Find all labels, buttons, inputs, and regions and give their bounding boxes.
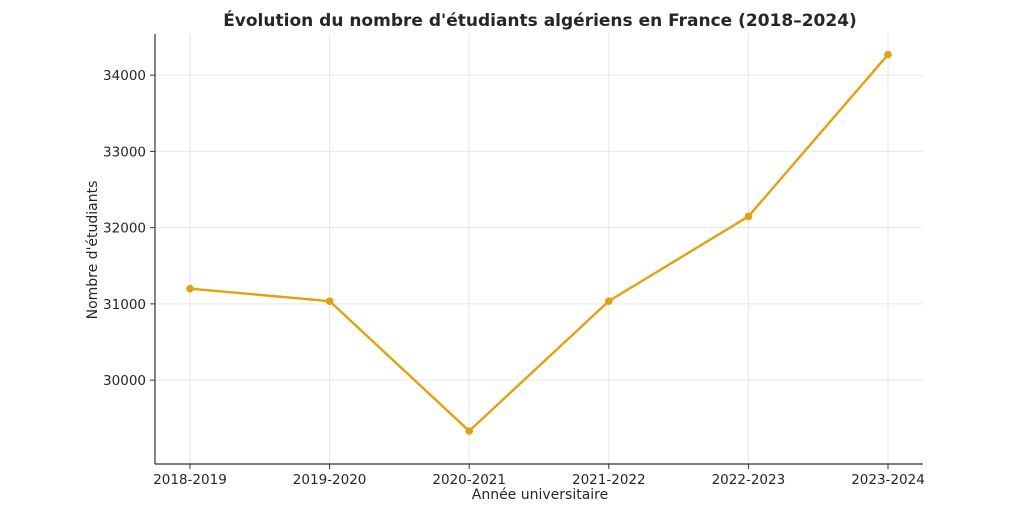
y-tick-label: 31000 <box>103 297 146 313</box>
grid-layer <box>155 34 923 464</box>
series-layer <box>186 50 892 435</box>
data-point <box>884 50 892 59</box>
x-tick-label: 2020-2021 <box>432 472 506 488</box>
axes-layer: 30000 31000 32000 33000 34000 2018-2019 2019-2… <box>103 34 925 488</box>
data-point <box>465 427 474 435</box>
data-point <box>605 297 613 305</box>
x-tick-label: 2023-2024 <box>851 472 925 488</box>
y-tick-label: 33000 <box>103 144 146 160</box>
x-tick-label: 2018-2019 <box>153 472 227 488</box>
y-axis-label: Nombre d'étudiants <box>85 181 101 320</box>
x-axis-label: Année universitaire <box>472 487 609 503</box>
data-point <box>186 284 194 293</box>
x-tick-label: 2019-2020 <box>293 472 367 488</box>
data-point <box>744 212 753 221</box>
data-point <box>325 297 334 305</box>
y-tick-label: 34000 <box>103 68 146 84</box>
x-tick-label: 2021-2022 <box>572 472 646 488</box>
x-tick-label: 2022-2023 <box>712 472 786 488</box>
series-line <box>189 53 889 433</box>
y-tick-label: 30000 <box>103 373 146 389</box>
chart-title: Évolution du nombre d'étudiants algérien… <box>223 9 857 31</box>
y-tick-label: 32000 <box>103 221 146 237</box>
